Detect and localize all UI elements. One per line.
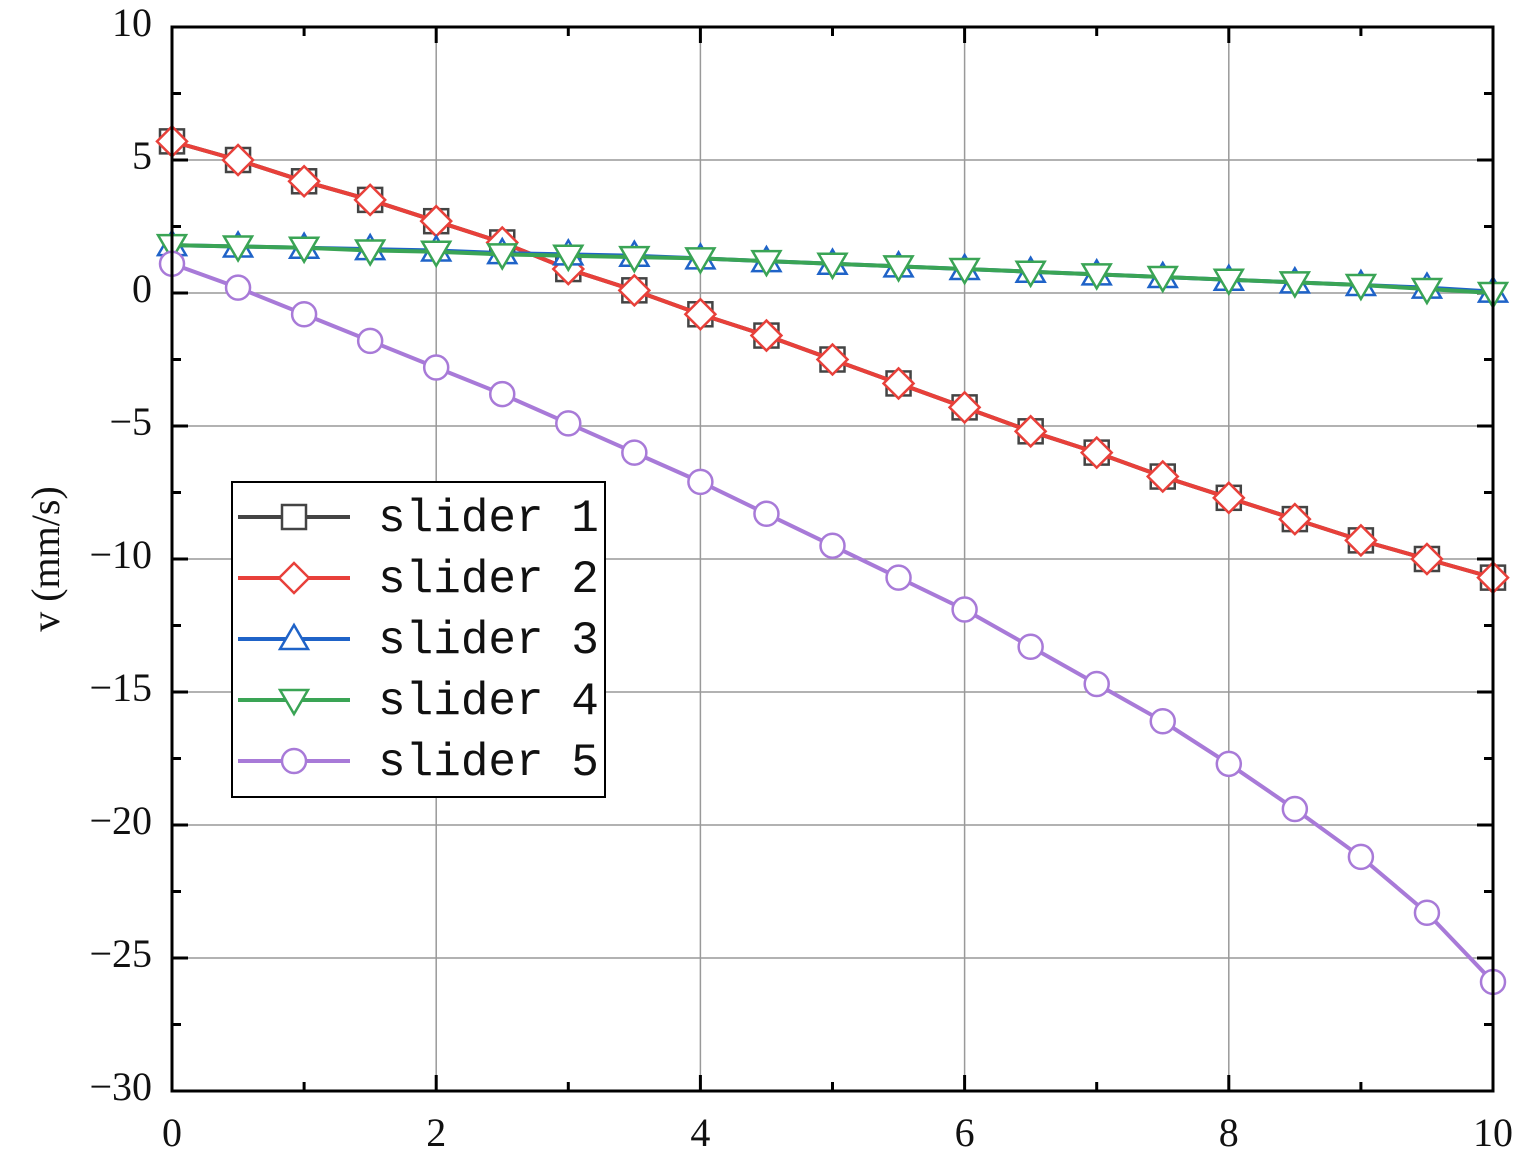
y-tick-label: 5 (132, 133, 152, 178)
x-tick-label: 4 (690, 1110, 710, 1155)
x-tick-label: 6 (955, 1110, 975, 1155)
point (489, 380, 516, 408)
point (882, 255, 915, 283)
y-tick-label: −30 (89, 1064, 152, 1109)
legend-marker (280, 503, 308, 531)
point (1413, 899, 1441, 927)
point (287, 236, 321, 265)
legend-marker (277, 622, 311, 651)
point (684, 247, 717, 275)
point (353, 239, 387, 267)
point (621, 439, 648, 466)
point (1212, 481, 1246, 515)
point (221, 235, 255, 263)
point (353, 183, 387, 217)
x-tick-label: 2 (426, 1110, 446, 1155)
y-tick-label: −5 (109, 399, 152, 444)
legend-marker (277, 561, 311, 595)
point (1080, 263, 1113, 291)
point (1079, 435, 1114, 470)
legend-label: slider 4 (378, 676, 599, 728)
point (1212, 268, 1245, 297)
legend-label: slider 3 (378, 615, 599, 667)
point (1410, 277, 1444, 306)
point (1149, 708, 1176, 735)
point (753, 500, 780, 528)
point (816, 252, 849, 281)
point (221, 143, 255, 177)
point (687, 468, 714, 496)
point (420, 240, 453, 269)
y-axis-label: v (mm/s) (23, 486, 68, 632)
point (287, 164, 321, 199)
point (1013, 414, 1048, 449)
point (750, 249, 783, 278)
legend-label: slider 1 (378, 493, 599, 545)
point (1347, 843, 1375, 871)
legend-label: slider 2 (378, 554, 599, 606)
y-tick-label: 10 (112, 0, 152, 45)
x-tick-label: 0 (162, 1110, 182, 1155)
point (1410, 542, 1444, 576)
point (881, 366, 916, 401)
y-tick-label: −10 (89, 532, 152, 577)
point (555, 410, 582, 437)
point (815, 342, 850, 377)
point (1145, 459, 1180, 494)
point (885, 564, 912, 591)
point (1017, 633, 1044, 661)
point (947, 390, 982, 425)
point (618, 245, 651, 274)
y-tick-label: 0 (132, 266, 152, 311)
point (617, 273, 652, 308)
x-tick-label: 10 (1473, 1110, 1513, 1155)
point (1278, 502, 1312, 536)
point (1014, 260, 1047, 289)
point (683, 297, 718, 332)
plot-frame (170, 25, 1495, 1093)
point (224, 274, 252, 301)
point (486, 243, 519, 271)
legend-marker (277, 688, 311, 717)
point (1344, 523, 1378, 558)
point (290, 301, 318, 328)
point (1083, 670, 1110, 698)
point (1344, 273, 1378, 302)
point (948, 257, 981, 286)
x-tick-label: 8 (1219, 1110, 1239, 1155)
point (1278, 271, 1312, 299)
y-tick-label: −25 (89, 931, 152, 976)
point (422, 354, 450, 381)
point (951, 596, 978, 623)
point (819, 532, 846, 559)
legend-label: slider 5 (378, 737, 599, 789)
point (1146, 265, 1179, 294)
legend-marker (280, 747, 308, 775)
point (356, 327, 384, 355)
y-tick-label: −20 (89, 798, 152, 843)
point (1215, 750, 1243, 778)
point (749, 318, 784, 353)
point (1281, 795, 1309, 823)
y-tick-label: −15 (89, 665, 152, 710)
point (552, 244, 585, 273)
